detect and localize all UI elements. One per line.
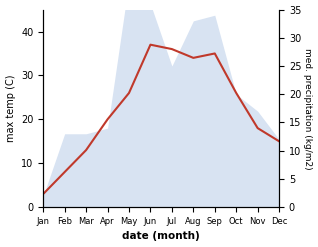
Y-axis label: max temp (C): max temp (C) [5,75,16,142]
Y-axis label: med. precipitation (kg/m2): med. precipitation (kg/m2) [303,48,313,169]
X-axis label: date (month): date (month) [122,231,200,242]
